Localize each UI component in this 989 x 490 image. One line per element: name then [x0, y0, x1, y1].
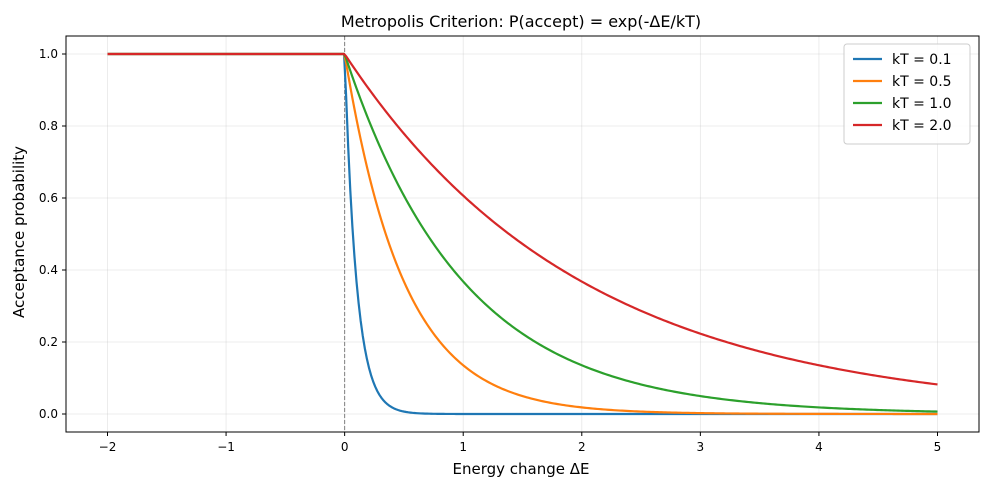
- plot-frame: [65, 35, 980, 433]
- series-line-kt-1: [107, 52, 938, 413]
- x-tick-label: 3: [697, 440, 705, 454]
- x-tick-label: −1: [217, 440, 235, 454]
- x-tick-label: 5: [934, 440, 942, 454]
- legend-label: kT = 0.5: [892, 74, 952, 90]
- y-tick-label: 0.4: [39, 263, 58, 277]
- y-tick-label: 1.0: [39, 47, 58, 61]
- y-tick-label: 0.0: [39, 407, 58, 421]
- legend-label: kT = 0.1: [892, 52, 952, 68]
- series-line-kt-0-5: [107, 52, 938, 416]
- y-tick-label: 0.2: [39, 335, 58, 349]
- x-tick-label: 1: [459, 440, 467, 454]
- y-axis-ticks: 0.0 0.2 0.4 0.6 0.8 1.0: [39, 47, 66, 421]
- y-tick-label: 0.8: [39, 119, 58, 133]
- x-tick-label: 4: [815, 440, 823, 454]
- x-axis-title: Energy change ΔE: [453, 460, 590, 478]
- y-tick-label: 0.6: [39, 191, 58, 205]
- legend: kT = 0.1 kT = 0.5 kT = 1.0 kT = 2.0: [843, 43, 971, 145]
- x-tick-label: 2: [578, 440, 586, 454]
- legend-label: kT = 1.0: [892, 96, 952, 112]
- chart-title: Metropolis Criterion: P(accept) = exp(-Δ…: [341, 12, 701, 31]
- grid-layer: [66, 36, 979, 432]
- x-tick-label: −2: [99, 440, 117, 454]
- legend-box: [843, 43, 971, 145]
- series-line-kt-0-1: [107, 52, 938, 416]
- x-tick-label: 0: [341, 440, 349, 454]
- x-axis-ticks: −2 −1 0 1 2 3 4 5: [99, 432, 942, 454]
- series-layer: [107, 52, 938, 416]
- legend-label: kT = 2.0: [892, 118, 952, 134]
- series-line-kt-2: [107, 52, 938, 386]
- y-axis-title: Acceptance probability: [10, 146, 28, 318]
